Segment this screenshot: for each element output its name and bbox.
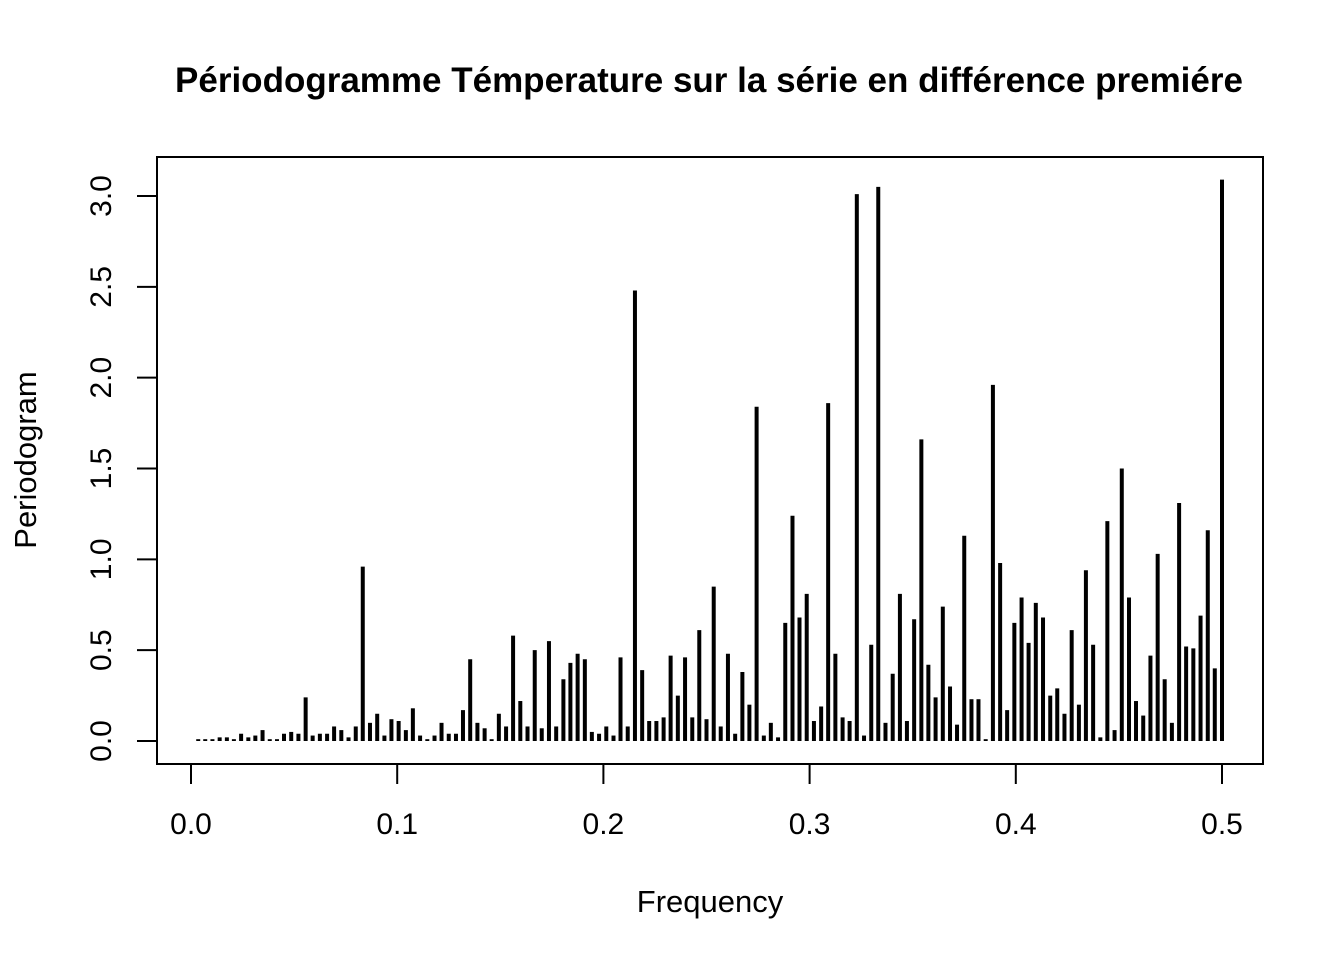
- x-tick-label: 0.2: [583, 808, 625, 841]
- y-tick-label: 2.0: [85, 357, 118, 399]
- x-tick-label: 0.3: [789, 808, 831, 841]
- x-axis: 0.0 0.1 0.2 0.3 0.4 0.5: [170, 763, 1243, 841]
- x-tick-label: 0.4: [995, 808, 1037, 841]
- x-axis-label: Frequency: [637, 884, 784, 919]
- bar-series: [196, 179, 1224, 741]
- y-tick-label: 0.0: [85, 720, 118, 762]
- x-tick-label: 0.1: [376, 808, 418, 841]
- y-axis: 0.0 0.5 1.0 1.5 2.0 2.5 3.0: [85, 175, 158, 762]
- plot-frame: [156, 156, 1264, 765]
- x-tick-label: 0.0: [170, 808, 212, 841]
- y-tick-label: 2.5: [85, 266, 118, 308]
- chart-title: Périodogramme Témperature sur la série e…: [175, 61, 1243, 100]
- y-axis-label: Periodogram: [8, 371, 43, 548]
- y-tick-label: 3.0: [85, 175, 118, 217]
- y-tick-label: 1.0: [85, 538, 118, 580]
- y-tick-label: 1.5: [85, 448, 118, 490]
- y-tick-label: 0.5: [85, 629, 118, 671]
- x-tick-label: 0.5: [1201, 808, 1243, 841]
